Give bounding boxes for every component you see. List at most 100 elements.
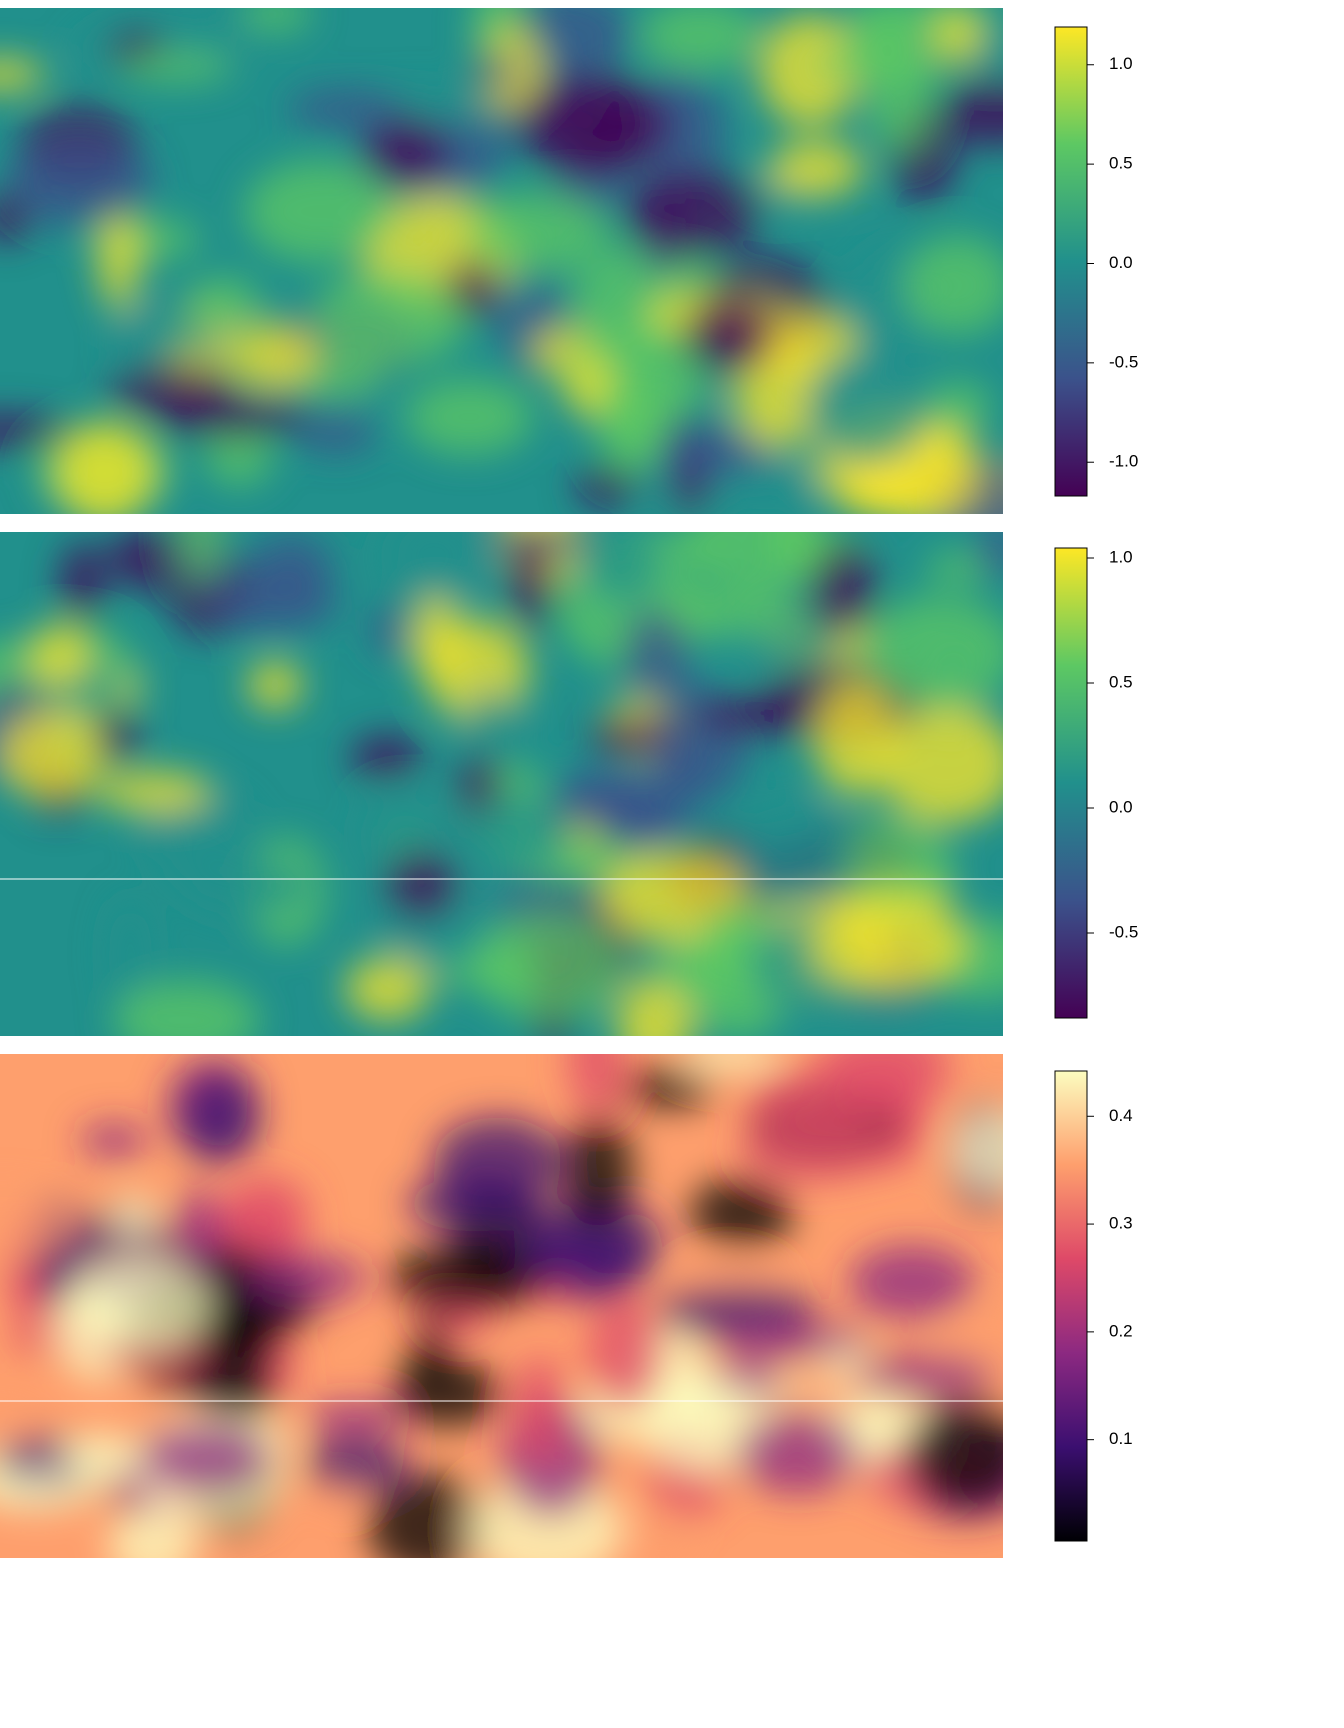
heatmap-blob	[749, 312, 858, 374]
heatmap-blob	[689, 1177, 793, 1249]
heatmap-blob	[639, 8, 762, 72]
heatmap-blob	[411, 594, 460, 683]
heatmap-blob	[6, 134, 153, 229]
heatmap-blob	[621, 608, 692, 703]
heatmap-blob	[190, 277, 261, 328]
heatmap-blob	[0, 1399, 45, 1447]
heatmap-blob	[241, 8, 312, 32]
heatmap-blob	[925, 551, 988, 586]
heatmap-blob	[462, 689, 522, 765]
heatmap-blob	[179, 532, 225, 582]
heatmap-blob	[287, 88, 405, 130]
heatmap-blob	[60, 541, 104, 624]
heatmap-blob	[878, 705, 1003, 825]
heatmap-blob	[113, 980, 260, 1036]
heatmap-blob	[364, 117, 449, 186]
heatmap-blob	[371, 605, 412, 656]
heatmap-blob	[207, 574, 339, 632]
heatmap-blob	[407, 1176, 543, 1232]
heatmap-blob	[568, 1054, 625, 1114]
heatmap-blob	[516, 73, 665, 178]
colorbar-tick-label: 1.0	[1109, 547, 1133, 566]
heatmap-blob	[204, 422, 273, 487]
heatmap-blob	[379, 532, 488, 606]
heatmap-blob	[296, 409, 377, 454]
heatmap-blob	[241, 1253, 367, 1304]
heatmap-blob	[657, 423, 712, 481]
colorbar-tick-label: 0.5	[1109, 672, 1133, 691]
colorbar-tick-label: 0.0	[1109, 797, 1133, 816]
heatmap-blob	[768, 140, 864, 198]
heatmap-blob	[390, 1360, 505, 1428]
heatmap-blob	[562, 1115, 634, 1229]
heatmap-blob	[759, 13, 861, 127]
heatmap-blob	[0, 413, 74, 448]
heatmap-blob	[107, 363, 239, 417]
heatmap-blob	[204, 16, 251, 56]
heatmap-blob	[457, 793, 575, 869]
heatmap-blob	[385, 850, 460, 920]
colorbar	[1054, 547, 1088, 1019]
heatmap-blob	[311, 268, 468, 369]
colorbar-tick-label: -0.5	[1109, 352, 1138, 371]
heatmap-blob	[57, 1432, 145, 1481]
heatmap-field	[0, 1054, 1003, 1558]
colorbar-tick-label: 0.1	[1109, 1429, 1133, 1448]
heatmap-blob	[305, 1435, 408, 1490]
heatmap-blob	[514, 1354, 566, 1465]
heatmap-blob	[949, 1109, 1003, 1192]
heatmap-blob	[140, 1423, 272, 1491]
heatmap-blob	[178, 1072, 261, 1165]
heatmap-blob	[70, 1256, 213, 1351]
heatmap-blob	[585, 801, 679, 835]
heatmap-blob	[682, 295, 775, 375]
heatmap-blob	[902, 235, 1003, 336]
heatmap-blob	[510, 533, 553, 633]
heatmap-blob	[575, 465, 639, 508]
heatmap-blob	[361, 790, 450, 871]
colorbar-tick-label: 0.5	[1109, 154, 1133, 173]
heatmap-blob	[0, 58, 46, 91]
colorbar-tick-label: -0.5	[1109, 922, 1138, 941]
heatmap-blob	[465, 191, 610, 273]
heatmap-blob	[831, 816, 954, 923]
heatmap-blob	[304, 1401, 404, 1433]
heatmap-blob	[680, 1054, 784, 1072]
heatmap-blob	[641, 1512, 686, 1555]
heatmap-blob	[145, 789, 255, 888]
heatmap-blob	[925, 380, 991, 432]
heatmap-blob	[345, 956, 431, 1021]
heatmap-blob	[107, 1508, 198, 1558]
heatmap-blob	[389, 1243, 546, 1313]
heatmap-blob	[848, 1244, 976, 1320]
colorbar-tick-label: -1.0	[1109, 452, 1138, 471]
heatmap-blob	[657, 746, 698, 788]
heatmap-blob	[113, 1193, 156, 1242]
heatmap-blob	[225, 322, 318, 389]
heatmap-blob	[933, 9, 983, 64]
heatmap-blob	[812, 896, 966, 994]
heatmap-blob	[247, 660, 303, 710]
heatmap-blob	[0, 711, 107, 799]
heatmap-blob	[94, 708, 141, 764]
heatmap-blob	[80, 1123, 149, 1158]
heatmap-blob	[906, 1397, 1003, 1511]
heatmap-blob	[748, 1066, 896, 1138]
heatmap-blob	[937, 77, 1003, 147]
heatmap-blob	[867, 37, 934, 154]
heatmap-blob	[54, 421, 156, 514]
colorbar	[1054, 26, 1088, 497]
heatmap-blob	[625, 169, 761, 259]
heatmap-field	[0, 8, 1003, 514]
heatmap-blob	[694, 696, 819, 735]
heatmap-blob	[808, 543, 878, 634]
heatmap-blob	[411, 1318, 452, 1385]
heatmap-blob	[724, 463, 823, 510]
heatmap-blob	[805, 352, 933, 464]
heatmap-blob	[861, 595, 1003, 709]
colorbar-tick-label: 0.4	[1109, 1106, 1133, 1125]
colorbar-tick-label: 1.0	[1109, 54, 1133, 73]
heatmap-blob	[580, 532, 664, 603]
heatmap-blob	[619, 1068, 715, 1108]
